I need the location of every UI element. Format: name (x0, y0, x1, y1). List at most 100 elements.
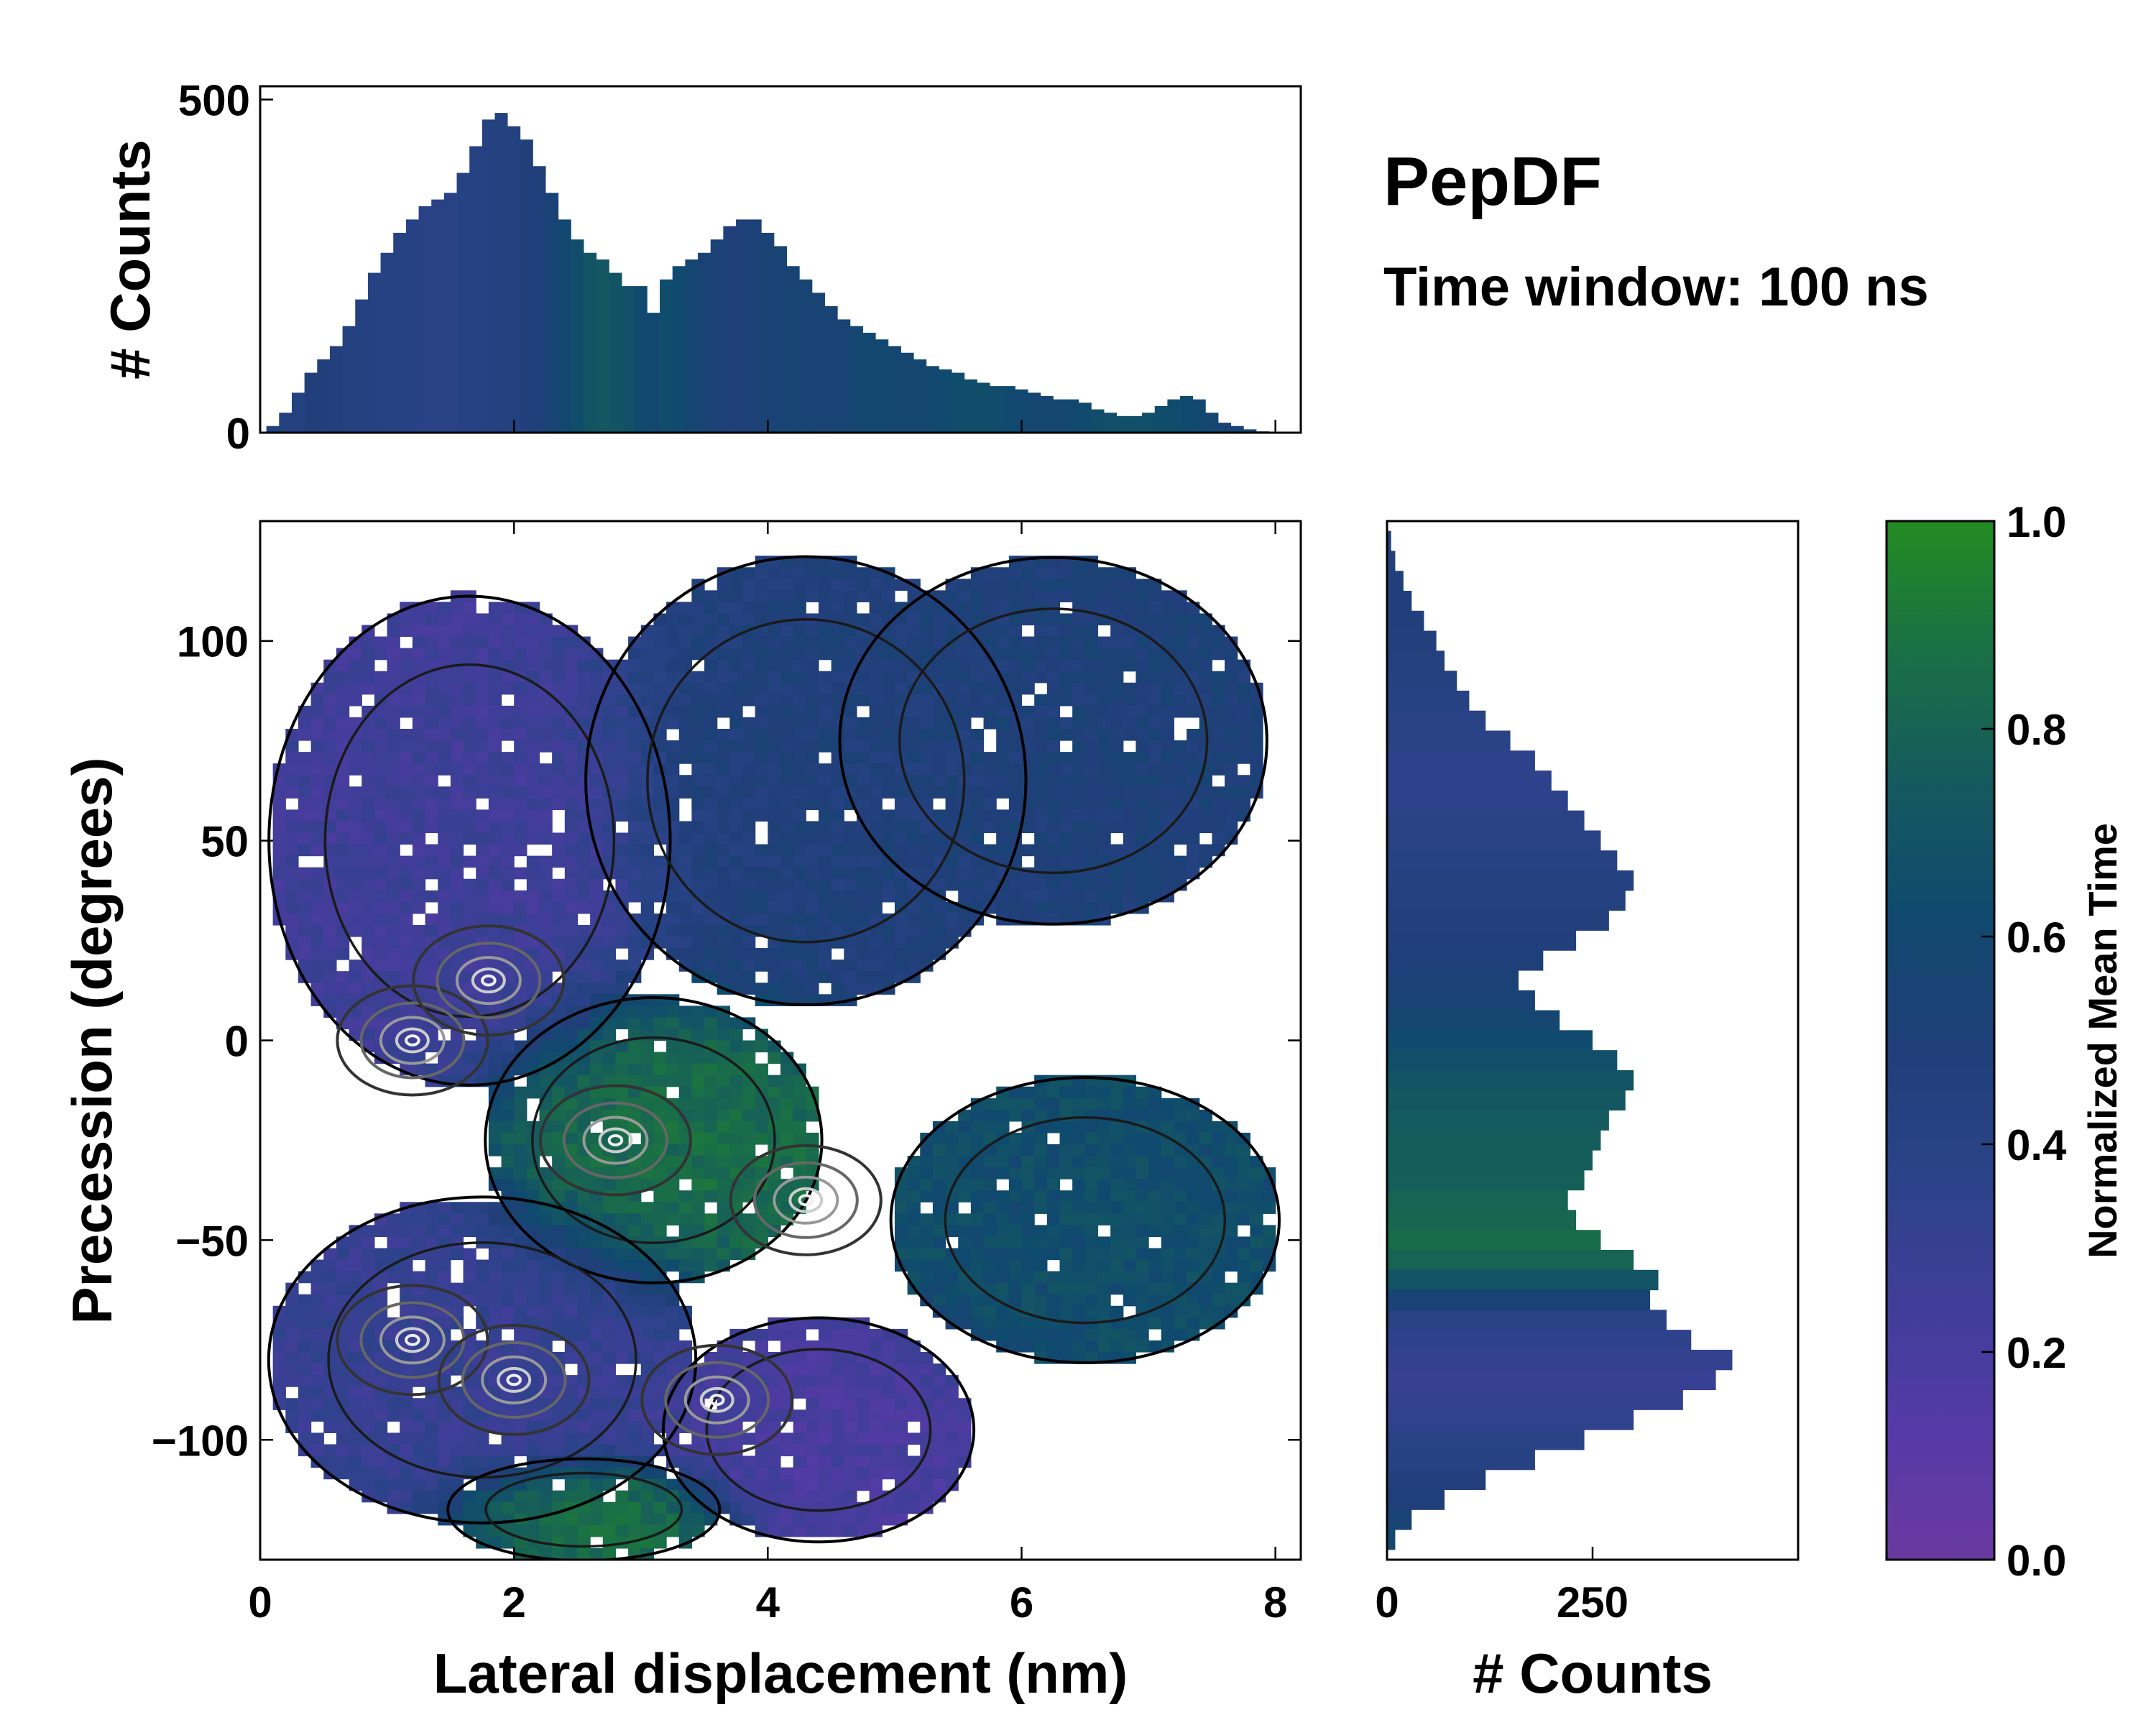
heatmap-cell (945, 1213, 959, 1225)
heatmap-cell (831, 901, 844, 914)
heatmap-cell (856, 832, 870, 845)
heatmap-cell (768, 1478, 781, 1491)
heatmap-cell (717, 1040, 730, 1053)
heatmap-cell (704, 671, 718, 684)
heatmap-cell (1161, 1121, 1175, 1133)
heatmap-cell (691, 1190, 705, 1202)
heatmap-cell (1084, 844, 1099, 857)
heatmap-cell (704, 1063, 718, 1076)
top-histogram-bar (494, 113, 508, 433)
main-x-tick-label: 8 (1263, 1578, 1287, 1627)
heatmap-cell (1135, 798, 1149, 810)
heatmap-cell (920, 613, 934, 626)
right-histogram-bar (1387, 1509, 1412, 1530)
heatmap-cell (856, 752, 870, 764)
heatmap-cell (298, 821, 312, 834)
heatmap-cell (1046, 1098, 1061, 1110)
heatmap-cell (970, 775, 985, 787)
heatmap-cell (1072, 625, 1086, 638)
heatmap-cell (768, 740, 781, 753)
heatmap-cell (882, 1455, 895, 1468)
top-histogram-bar (393, 232, 407, 433)
heatmap-cell (577, 1524, 591, 1537)
heatmap-cell (640, 1352, 655, 1364)
heatmap-cell (526, 694, 540, 707)
heatmap-cell (768, 1455, 781, 1468)
heatmap-cell (1237, 775, 1250, 787)
heatmap-cell (1174, 1225, 1187, 1238)
heatmap-cell (1046, 1202, 1061, 1214)
heatmap-cell (400, 625, 413, 638)
heatmap-cell (539, 1075, 553, 1087)
heatmap-cell (755, 590, 768, 602)
heatmap-cell (1034, 1248, 1048, 1261)
heatmap-cell (1072, 1282, 1086, 1295)
heatmap-cell (780, 1352, 794, 1364)
heatmap-cell (1110, 1121, 1124, 1133)
density-contour (455, 956, 522, 1006)
heatmap-cell (806, 867, 819, 880)
heatmap-cell (501, 901, 515, 914)
heatmap-cell (1034, 1340, 1048, 1353)
heatmap-cell (400, 1271, 413, 1284)
heatmap-cell (958, 1190, 972, 1202)
heatmap-cell (806, 1501, 819, 1514)
heatmap-cell (1199, 1294, 1212, 1307)
right-histogram-bar (1387, 890, 1626, 911)
heatmap-cell (602, 763, 617, 776)
heatmap-cell (1084, 901, 1099, 914)
heatmap-cell (628, 1317, 642, 1330)
heatmap-cell (1008, 786, 1023, 799)
heatmap-cell (755, 809, 768, 822)
heatmap-cell (1212, 705, 1225, 718)
heatmap-cell (831, 960, 844, 972)
heatmap-cell (387, 832, 400, 845)
heatmap-cell (450, 809, 464, 822)
heatmap-cell (1187, 1213, 1200, 1225)
heatmap-cell (704, 1144, 718, 1156)
heatmap-cell (920, 1213, 934, 1225)
heatmap-cell (869, 1513, 883, 1526)
heatmap-cell (1084, 775, 1099, 787)
heatmap-cell (742, 913, 756, 926)
heatmap-cell (400, 1006, 413, 1018)
heatmap-cell (780, 625, 794, 638)
heatmap-cell (1008, 671, 1023, 684)
heatmap-cell (1123, 1317, 1137, 1330)
heatmap-cell (818, 855, 832, 868)
heatmap-cell (1072, 1098, 1086, 1110)
heatmap-cell (640, 890, 655, 903)
heatmap-cell (1148, 671, 1162, 684)
heatmap-cell (615, 1086, 629, 1099)
heatmap-cell (1148, 867, 1162, 880)
heatmap-cell (310, 878, 324, 891)
heatmap-cell (577, 1340, 591, 1353)
heatmap-cell (983, 1121, 997, 1133)
heatmap-cell (514, 775, 528, 787)
heatmap-cell (615, 1063, 629, 1076)
heatmap-cell (1110, 1086, 1124, 1099)
heatmap-cell (691, 798, 705, 810)
heatmap-cell (488, 867, 502, 880)
heatmap-cell (387, 798, 400, 810)
heatmap-cell (678, 602, 692, 615)
heatmap-cell (1059, 1213, 1073, 1225)
heatmap-cell (374, 1421, 388, 1433)
heatmap-cell (310, 1444, 324, 1457)
heatmap-cell (552, 786, 566, 799)
heatmap-cell (1123, 579, 1137, 591)
heatmap-cell (412, 763, 426, 776)
heatmap-cell (831, 1490, 844, 1503)
heatmap-cell (793, 809, 806, 822)
heatmap-cell (501, 1017, 515, 1030)
heatmap-cell (678, 1029, 692, 1041)
heatmap-cell (539, 948, 553, 960)
heatmap-cell (742, 1478, 756, 1491)
heatmap-cell (1263, 1202, 1276, 1214)
heatmap-cell (400, 1317, 413, 1330)
heatmap-cell (1072, 729, 1086, 741)
heatmap-cell (602, 1340, 617, 1353)
heatmap-cell (856, 1328, 870, 1341)
heatmap-cell (831, 636, 844, 649)
heatmap-cell (374, 994, 388, 1006)
